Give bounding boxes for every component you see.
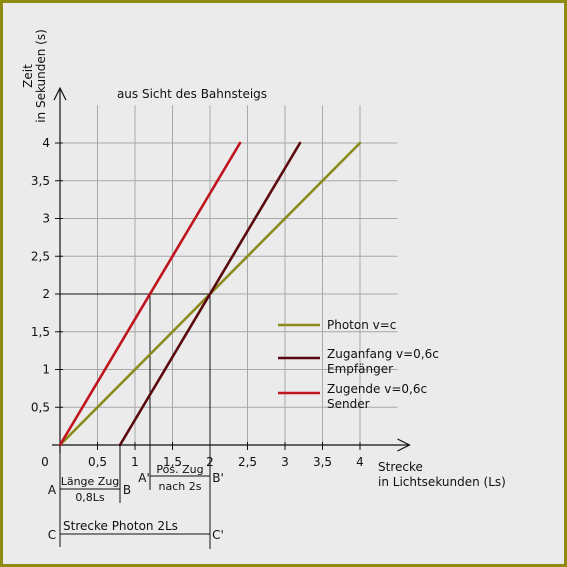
x-tick-label: 2,5 [238, 455, 257, 469]
legend-label: Zugende v=0,6c [327, 382, 427, 396]
measure-label: Pos. Zug [156, 463, 203, 476]
x-tick-label: 4 [356, 455, 364, 469]
legend-label: Sender [327, 397, 370, 411]
y-tick-label: 3,5 [31, 174, 50, 188]
y-tick-label: 1 [42, 363, 50, 377]
y-axis-arrow [53, 86, 67, 101]
y-tick-label: 0,5 [31, 400, 50, 414]
measure-start-label: C [48, 528, 56, 542]
x-axis-title-line: Strecke [378, 460, 423, 474]
x-tick-label: 0,5 [88, 455, 107, 469]
chart-title: aus Sicht des Bahnsteigs [117, 87, 267, 101]
measure-label: nach 2s [159, 480, 202, 493]
measure-end-label: B [123, 483, 131, 497]
x-tick-label: 3 [281, 455, 289, 469]
x-axis-arrow [397, 438, 411, 452]
y-tick-label: 1,5 [31, 325, 50, 339]
measure-start-label: A [48, 483, 57, 497]
series-line-1 [118, 141, 302, 447]
legend-label: Zuganfang v=0,6c [327, 347, 439, 361]
x-tick-label: 3,5 [313, 455, 332, 469]
x-tick-label: 1 [131, 455, 139, 469]
x-tick-label: 1,5 [163, 455, 182, 469]
y-tick-label: 2,5 [31, 249, 50, 263]
origin-label: 0 [41, 455, 49, 469]
y-tick-label: 2 [42, 287, 50, 301]
series-line-2 [58, 141, 242, 447]
point-label: A' [138, 471, 150, 485]
legend-label: Photon v=c [327, 318, 396, 332]
point-label: B' [212, 471, 224, 485]
x-axis-title-line: in Lichtsekunden (Ls) [378, 475, 506, 489]
measure-label: Strecke Photon 2Ls [63, 519, 178, 533]
y-tick-label: 4 [42, 136, 50, 150]
y-axis-title: Zeitin Sekunden (s) [21, 29, 48, 123]
y-tick-label: 3 [42, 212, 50, 226]
legend-label: Empfänger [327, 362, 393, 376]
measure-label: 0,8Ls [75, 491, 105, 504]
measure-end-label: C' [212, 528, 224, 542]
measure-label: Länge Zug [61, 475, 120, 488]
